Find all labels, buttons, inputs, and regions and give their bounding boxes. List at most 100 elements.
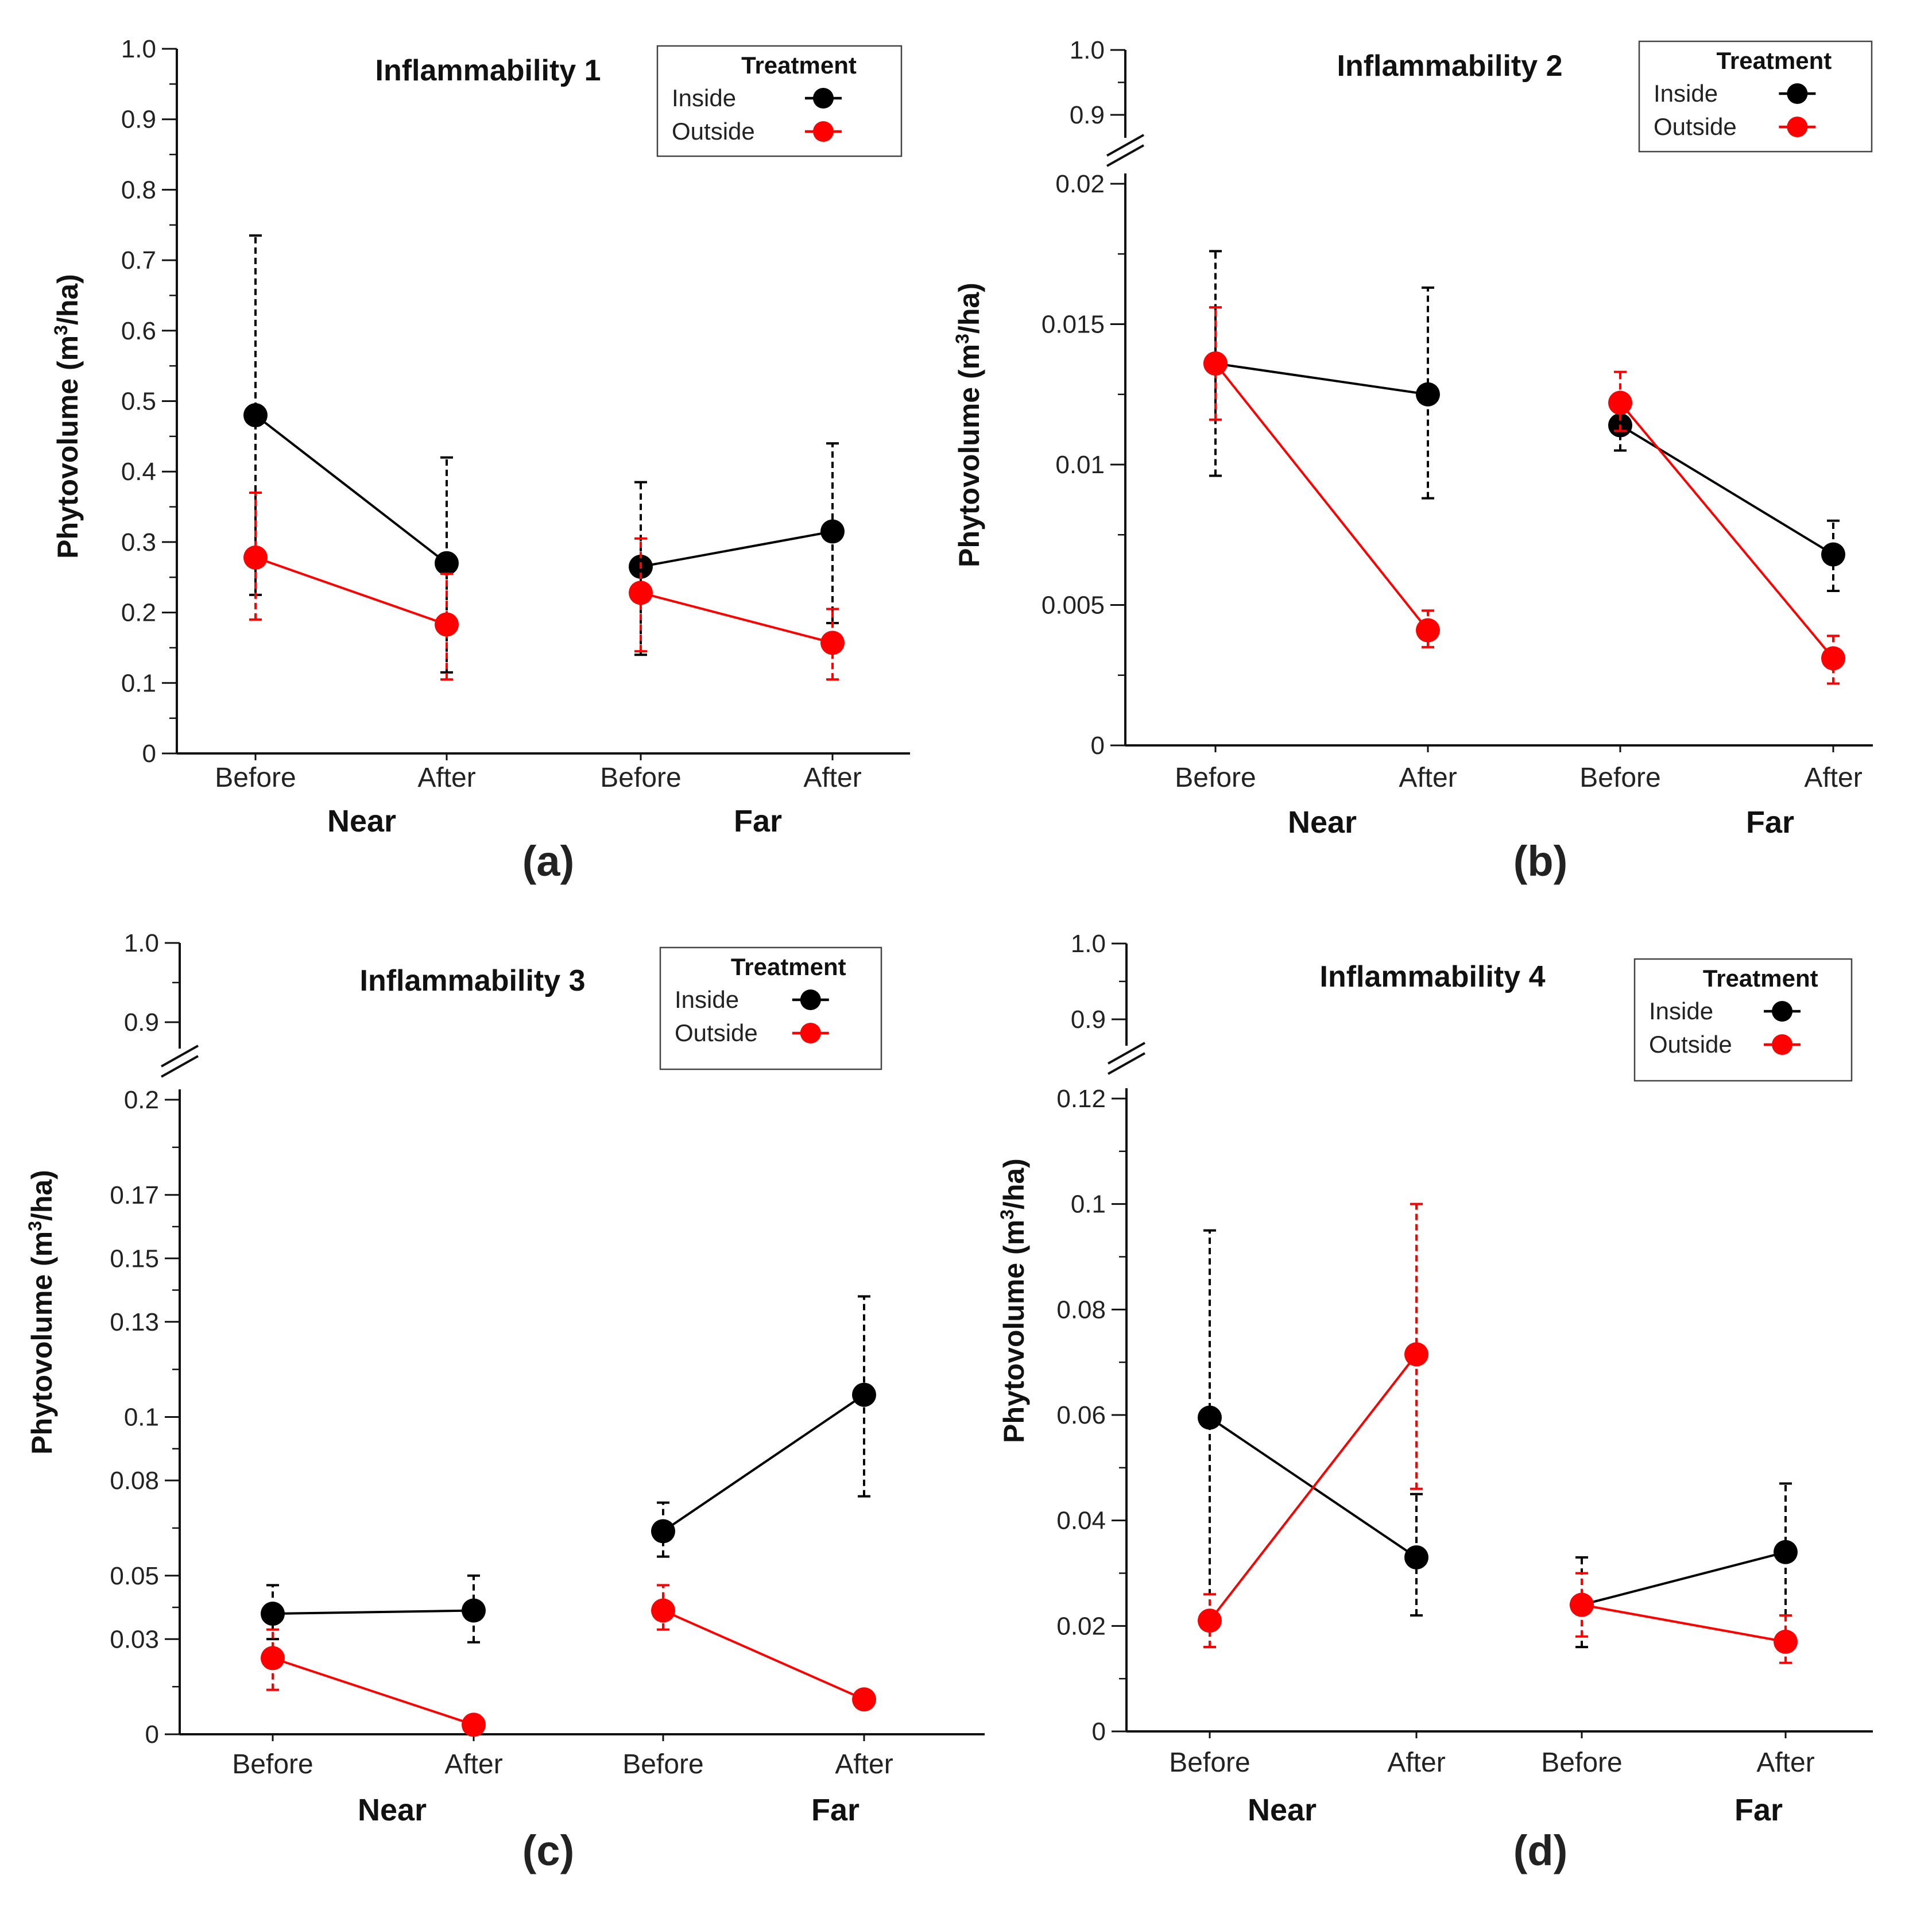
- y-tick-label: 0.04: [1056, 1507, 1106, 1535]
- data-point: [1416, 618, 1440, 643]
- y-axis-label: Phytovolume (m3/ha): [51, 274, 84, 559]
- chart-title: Inflammability 2: [1337, 49, 1563, 83]
- y-tick-label: 0.08: [110, 1467, 159, 1495]
- x-group-label: Near: [358, 1793, 427, 1827]
- legend-title: Treatment: [1703, 965, 1818, 992]
- x-category-label: Before: [1541, 1747, 1622, 1778]
- x-category-label: After: [1804, 763, 1862, 793]
- x-group-label: Far: [1746, 805, 1794, 840]
- y-tick-label: 0: [1092, 1718, 1106, 1746]
- data-point: [1404, 1342, 1428, 1367]
- y-tick-label: 0.015: [1042, 311, 1105, 339]
- data-point: [462, 1598, 486, 1623]
- y-tick-label: 0.1: [1071, 1190, 1106, 1219]
- x-group-label: Far: [811, 1793, 859, 1827]
- x-category-label: Before: [622, 1749, 703, 1780]
- legend-marker: [1772, 1034, 1793, 1055]
- x-category-label: After: [1399, 763, 1457, 793]
- y-tick-label: 0.06: [1056, 1401, 1106, 1429]
- legend-box: [1638, 40, 1873, 153]
- y-axis-label: Phytovolume (m3/ha): [25, 1170, 58, 1455]
- y-tick-label: 0.01: [1055, 451, 1105, 479]
- y-tick-label: 0.9: [1071, 1006, 1106, 1034]
- x-group-label: Near: [327, 804, 396, 838]
- chart-panel-d: 0 0.02 0.04 0.06 0.08 0.1 0.12 0.9 1.0 Phytovolum…: [997, 930, 1873, 1874]
- x-category-label: Before: [600, 763, 681, 793]
- data-point: [1198, 1609, 1222, 1633]
- x-group-label: Near: [1248, 1793, 1317, 1827]
- x-group-label: Far: [734, 804, 782, 838]
- legend-marker: [1787, 83, 1808, 104]
- series-outside: [243, 492, 845, 681]
- x-category-label: Before: [1175, 763, 1256, 793]
- data-point: [1198, 1405, 1222, 1430]
- x-category-label: After: [1387, 1747, 1445, 1778]
- x-category-label: After: [1756, 1747, 1814, 1778]
- legend-label: Inside: [1654, 80, 1718, 107]
- y-tick-label: 0.6: [121, 317, 156, 345]
- data-point: [852, 1382, 876, 1407]
- data-point: [1821, 542, 1845, 567]
- y-tick-label: 0.8: [121, 176, 156, 204]
- y-axis-label-superscript: 3: [997, 1209, 1017, 1220]
- legend-box: [1633, 958, 1853, 1082]
- y-tick-label: 0.12: [1056, 1085, 1106, 1113]
- legend-label: Inside: [1649, 997, 1713, 1024]
- chart-title: Inflammability 3: [360, 964, 586, 997]
- y-tick-label: 0: [1091, 732, 1105, 760]
- y-tick-label: 0.4: [121, 458, 156, 486]
- x-group-label: Near: [1288, 805, 1357, 840]
- legend-marker: [1772, 1001, 1793, 1022]
- y-tick-label: 0.15: [110, 1244, 159, 1273]
- y-axis-label-superscript: 3: [25, 1221, 45, 1231]
- legend-marker: [813, 121, 834, 142]
- legend-title: Treatment: [1717, 47, 1832, 74]
- legend: Treatment Inside Outside: [1638, 40, 1873, 153]
- data-point: [1774, 1540, 1798, 1564]
- y-tick-label: 0.1: [124, 1403, 159, 1432]
- x-group-label: Far: [1734, 1793, 1783, 1827]
- y-tick-label: 1.0: [121, 35, 156, 63]
- series-line-segment: [1214, 362, 1429, 631]
- legend-title: Treatment: [741, 52, 857, 79]
- y-axis-label-unit: /ha): [52, 274, 84, 325]
- y-axis-label: Phytovolume (m3/ha): [997, 1158, 1030, 1443]
- series-line-segment: [1619, 402, 1834, 659]
- x-category-label: After: [417, 763, 475, 793]
- y-tick-label: 0.1: [121, 669, 156, 697]
- legend-box: [659, 946, 882, 1070]
- panel-label: (b): [1513, 837, 1568, 885]
- chart-panel-c: 0 0.03 0.05 0.08 0.1 0.13 0.15 0.17 0.2 0.9 1.0 Phy…: [25, 929, 985, 1874]
- legend-title: Treatment: [731, 953, 846, 980]
- x-category-label: After: [444, 1749, 502, 1780]
- series-line-segment: [640, 530, 833, 568]
- series-line-segment: [272, 1657, 474, 1726]
- panel-label: (a): [522, 837, 574, 885]
- data-point: [435, 612, 459, 637]
- axis-break-mark: [161, 1045, 199, 1068]
- y-tick-label: 0.7: [121, 246, 156, 274]
- series-line-segment: [1581, 1603, 1786, 1643]
- legend: Treatment Inside Outside: [659, 946, 882, 1070]
- y-tick-label: 1.0: [1070, 36, 1105, 64]
- data-point: [243, 545, 268, 570]
- series-line-segment: [1215, 362, 1428, 396]
- y-axis-label-text: Phytovolume (m: [998, 1220, 1030, 1443]
- y-tick-label: 0.005: [1042, 591, 1105, 620]
- legend-box: [656, 45, 903, 157]
- chart-panel-b: 0 0.005 0.01 0.015 0.02 0.9 1.0 Phytovolume (m3…: [952, 36, 1873, 885]
- legend: Treatment Inside Outside: [1633, 958, 1853, 1082]
- y-tick-label: 0.02: [1055, 170, 1105, 198]
- chart-panel-a: 0 0.1 0.2 0.3 0.4 0.5 0.6 0.7 0.8 0.9 1.0 Phytovolu…: [51, 35, 910, 885]
- data-point: [1570, 1592, 1594, 1617]
- x-category-label: Before: [215, 763, 296, 793]
- y-axis-label-unit: /ha): [953, 283, 985, 334]
- data-point: [1203, 351, 1228, 376]
- data-point: [651, 1598, 675, 1623]
- chart-title: Inflammability 1: [375, 54, 601, 87]
- data-point: [261, 1602, 285, 1626]
- y-tick-label: 0.3: [121, 528, 156, 556]
- legend-label: Outside: [1649, 1031, 1732, 1058]
- data-point: [1821, 646, 1845, 671]
- y-tick-label: 0.5: [121, 388, 156, 416]
